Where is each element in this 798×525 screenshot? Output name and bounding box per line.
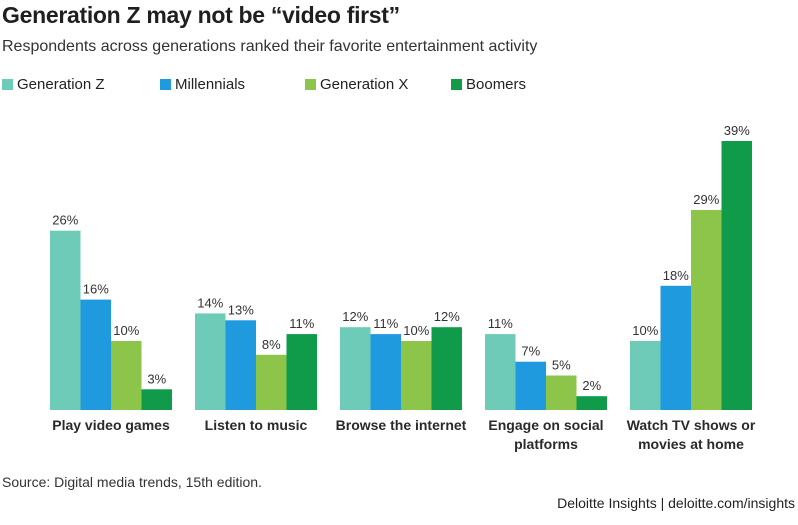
bar [225, 320, 256, 410]
bar [111, 341, 142, 410]
legend: Generation Z Millennials Generation X Boome… [2, 76, 762, 96]
credit-line: Deloitte Insights | deloitte.com/insight… [557, 495, 795, 511]
legend-swatch [2, 79, 13, 90]
category-label: Play video games [52, 417, 170, 433]
bar [141, 389, 172, 410]
bar-chart: 26% 16% 10% 3% Play video games 14% 13% 8% 11% Li… [50, 123, 756, 452]
category-label: movies at home [638, 436, 744, 452]
legend-label: Boomers [466, 76, 527, 93]
category-label: Listen to music [205, 417, 308, 433]
bar [660, 285, 691, 410]
bar-group: 10% 18% 29% 39% Watch TV shows or movies at h… [627, 123, 756, 452]
bar-group: 14% 13% 8% 11% Listen to music [195, 295, 317, 433]
data-label: 2% [582, 378, 601, 393]
data-label: 39% [724, 123, 750, 138]
data-label: 8% [262, 337, 281, 352]
legend-item: Generation X [305, 76, 408, 93]
source-note: Source: Digital media trends, 15th editi… [2, 474, 262, 490]
data-label: 12% [342, 309, 368, 324]
bar [286, 334, 317, 410]
bar [80, 299, 111, 410]
bar [50, 230, 81, 410]
bar [401, 341, 432, 410]
category-label: Browse the internet [336, 417, 467, 433]
data-label: 13% [228, 302, 254, 317]
legend-swatch [305, 79, 316, 90]
legend-item: Millennials [160, 76, 245, 93]
legend-swatch [451, 79, 462, 90]
bar [576, 396, 607, 410]
category-label: platforms [514, 436, 578, 452]
bar [721, 141, 752, 410]
bar [630, 341, 661, 410]
bar [546, 375, 577, 410]
legend-swatch [160, 79, 171, 90]
data-label: 11% [488, 316, 513, 331]
data-label: 10% [632, 323, 658, 338]
bar [195, 313, 226, 410]
bar-group: 11% 7% 5% 2% Engage on social platforms [485, 316, 607, 452]
legend-item: Generation Z [2, 76, 105, 93]
legend-label: Generation Z [17, 76, 105, 93]
data-label: 18% [663, 268, 689, 283]
data-label: 11% [373, 316, 398, 331]
bar-group: 26% 16% 10% 3% Play video games [50, 213, 172, 433]
data-label: 11% [289, 316, 314, 331]
data-label: 10% [403, 323, 429, 338]
category-label: Watch TV shows or [627, 417, 756, 433]
data-label: 7% [521, 344, 540, 359]
bar [256, 354, 287, 410]
category-label: Engage on social [488, 417, 603, 433]
bar [515, 361, 546, 410]
bar [370, 334, 401, 410]
legend-label: Millennials [175, 76, 246, 93]
bar [485, 334, 516, 410]
legend-label: Generation X [320, 76, 409, 93]
data-label: 10% [113, 323, 139, 338]
data-label: 26% [52, 213, 78, 228]
data-label: 14% [197, 295, 223, 310]
bar [691, 210, 722, 410]
data-label: 12% [434, 309, 460, 324]
chart-title: Generation Z may not be “video first” [2, 2, 400, 28]
data-label: 5% [552, 358, 571, 373]
data-label: 16% [83, 282, 109, 297]
legend-item: Boomers [451, 76, 526, 93]
bar-group: 12% 11% 10% 12% Browse the internet [336, 309, 467, 433]
data-label: 29% [693, 192, 719, 207]
bar [431, 327, 462, 410]
chart-subtitle: Respondents across generations ranked th… [2, 38, 538, 55]
data-label: 3% [147, 371, 166, 386]
bar [340, 327, 371, 410]
